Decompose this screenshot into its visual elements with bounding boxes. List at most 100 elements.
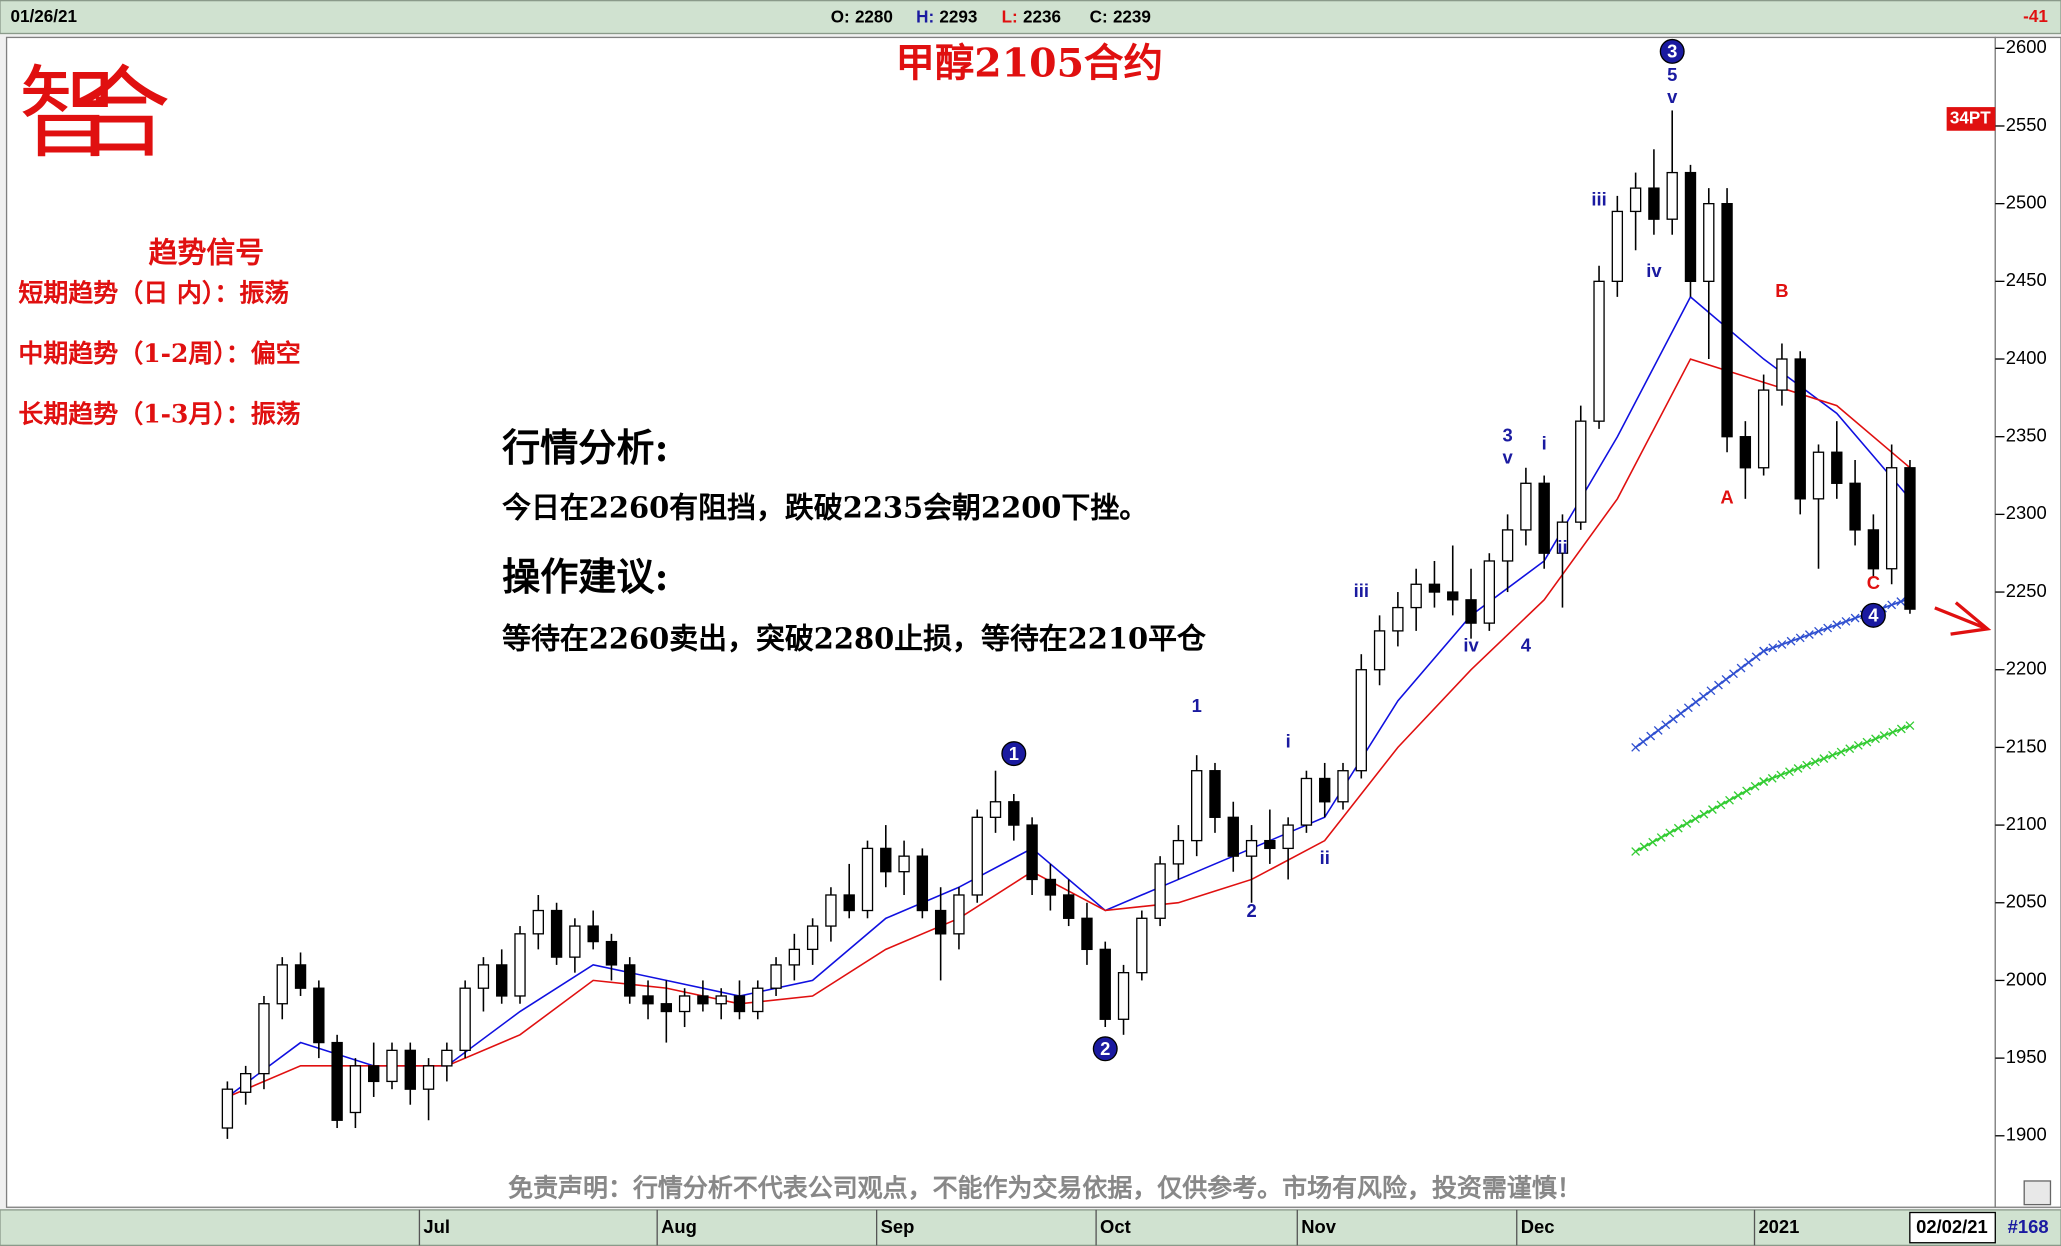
candle-body bbox=[861, 847, 874, 912]
cross-mark bbox=[1879, 731, 1889, 740]
footer-date: 02/02/21 bbox=[1916, 1216, 1988, 1237]
ohlc-label: C: bbox=[1090, 7, 1108, 26]
candle-body bbox=[1008, 801, 1020, 826]
disclaimer: 免责声明：行情分析不代表公司观点，不能作为交易依据，仅供参考。市场有风险，投资需… bbox=[508, 1174, 1582, 1203]
cross-mark bbox=[1768, 643, 1778, 653]
candle-body bbox=[1300, 777, 1313, 826]
cross-mark bbox=[1759, 777, 1769, 786]
wave-label: 3 bbox=[1502, 425, 1512, 446]
cross-mark bbox=[1639, 842, 1649, 852]
candle-body bbox=[532, 909, 544, 935]
candle-body bbox=[1227, 816, 1239, 857]
cross-mark bbox=[1736, 663, 1746, 673]
candle-body bbox=[605, 940, 618, 966]
corner-icon[interactable] bbox=[2023, 1180, 2052, 1206]
candle-body bbox=[843, 894, 855, 912]
cross-mark bbox=[1656, 833, 1666, 842]
badge-bg bbox=[1946, 107, 1996, 131]
cross-mark bbox=[1776, 770, 1786, 780]
candle-body bbox=[1831, 451, 1843, 484]
candle-body bbox=[587, 925, 599, 943]
cross-mark bbox=[1814, 626, 1823, 636]
wave-circle bbox=[1659, 38, 1685, 64]
cross-mark bbox=[1887, 600, 1897, 610]
candle-body bbox=[642, 995, 654, 1005]
candle-body bbox=[1209, 770, 1221, 818]
cross-mark bbox=[1905, 721, 1915, 731]
candle-body bbox=[1245, 839, 1258, 857]
trend-title: 趋势信号 bbox=[149, 235, 265, 269]
candle-body bbox=[1117, 972, 1130, 1020]
candle-body bbox=[1392, 606, 1404, 632]
ohlc-item: H: 2293 bbox=[916, 7, 977, 26]
cross-mark bbox=[1706, 686, 1716, 696]
cross-mark bbox=[1708, 805, 1717, 814]
ohlc-label: L: bbox=[1002, 7, 1018, 26]
x-tick-label: Jul bbox=[423, 1216, 450, 1237]
candle-body bbox=[1648, 187, 1660, 220]
wave-label: 2 bbox=[1100, 1038, 1110, 1059]
wave-label: iv bbox=[1463, 634, 1479, 655]
candle-body bbox=[1611, 210, 1624, 282]
plot-area bbox=[5, 36, 1996, 1208]
candle-body bbox=[569, 925, 581, 958]
candle-body bbox=[1319, 777, 1331, 803]
candle-body bbox=[1099, 948, 1111, 1020]
x-tick-label: Nov bbox=[1301, 1216, 1337, 1237]
candle-body bbox=[441, 1049, 453, 1067]
x-tick-label: Sep bbox=[881, 1216, 915, 1237]
cross-mark bbox=[1823, 623, 1833, 633]
marks: 1900195020002050210021502200225023002350… bbox=[221, 36, 2047, 1246]
candle-body bbox=[916, 855, 929, 912]
candle-body bbox=[276, 964, 288, 1005]
wave-label: v bbox=[1667, 86, 1678, 107]
candle-body bbox=[422, 1065, 435, 1090]
cross-mark bbox=[1896, 724, 1906, 734]
candle-body bbox=[1703, 203, 1715, 282]
header-date: 01/26/21 bbox=[11, 7, 78, 26]
wave-label: A bbox=[1720, 487, 1733, 508]
wave-label: ii bbox=[1320, 847, 1330, 868]
candle-body bbox=[1373, 630, 1386, 671]
ohlc-value: 2280 bbox=[855, 7, 893, 26]
cross-mark bbox=[1845, 744, 1855, 754]
y-tick-label: 2400 bbox=[2006, 347, 2047, 368]
wave-label: v bbox=[1502, 446, 1513, 467]
cross-mark bbox=[1733, 791, 1743, 800]
candle-body bbox=[1867, 529, 1880, 570]
ohlc-value: 2236 bbox=[1023, 7, 1061, 26]
advice-title: 操作建议: bbox=[502, 554, 669, 599]
ohlc-group: O: 2280 H: 2293 L: 2236 C: 2239 bbox=[831, 7, 1151, 26]
candle-body bbox=[1447, 591, 1459, 601]
cross-mark bbox=[1744, 658, 1753, 667]
x-tick-label: Oct bbox=[1100, 1216, 1131, 1237]
wave-label: iii bbox=[1354, 580, 1369, 601]
candle-body bbox=[880, 847, 892, 873]
candle-body bbox=[1776, 358, 1788, 391]
y-tick-label: 2100 bbox=[2006, 813, 2047, 834]
wave-label: 4 bbox=[1868, 605, 1879, 626]
y-tick-label: 2350 bbox=[2006, 425, 2047, 446]
cross-mark bbox=[1850, 613, 1860, 623]
trend-line: 中期趋势（1-2周）：偏空 bbox=[18, 339, 300, 368]
cross-mark bbox=[1751, 652, 1761, 662]
cross-mark bbox=[1683, 703, 1693, 713]
candle-body bbox=[1904, 467, 1916, 610]
candle-body bbox=[1026, 824, 1038, 881]
candle-body bbox=[1136, 917, 1148, 974]
wave-label: 1 bbox=[1009, 743, 1019, 764]
cross-mark bbox=[1631, 847, 1641, 856]
cross-mark bbox=[1862, 737, 1872, 747]
cross-mark bbox=[1777, 640, 1787, 649]
wave-label: 1 bbox=[1192, 695, 1202, 716]
ohlc-value: 2239 bbox=[1113, 7, 1151, 26]
cross-mark bbox=[1668, 714, 1678, 724]
candle-body bbox=[368, 1065, 380, 1083]
wave-label: 3 bbox=[1667, 41, 1677, 62]
candle-body bbox=[1081, 917, 1093, 951]
y-tick-label: 2200 bbox=[2006, 658, 2047, 679]
trend-line: 短期趋势（日 内）：振荡 bbox=[18, 279, 289, 308]
candle-body bbox=[715, 995, 727, 1005]
ohlc-label: H: bbox=[916, 7, 934, 26]
x-tick-label: Dec bbox=[1521, 1216, 1555, 1237]
